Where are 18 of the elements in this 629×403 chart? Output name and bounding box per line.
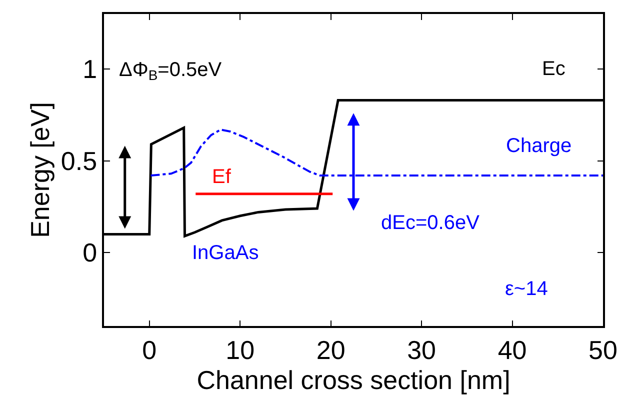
y-tick-label: 0 (82, 238, 98, 268)
annotation: ε~14 (505, 278, 548, 300)
x-tick-label: 20 (316, 334, 346, 365)
x-tick-label: 0 (142, 334, 157, 365)
x-tick-label: 30 (407, 334, 436, 365)
series-label: Charge (506, 135, 572, 157)
annotation: InGaAs (192, 242, 259, 264)
annotation: ΔΦ$_{B}$=0.5eV (119, 59, 222, 84)
x-tick-label: 10 (226, 334, 255, 365)
y-axis-title: Energy [eV] (24, 102, 55, 238)
y-tick-label: 1 (82, 54, 98, 84)
x-tick-label: 50 (588, 334, 618, 365)
annotation: dEc=0.6eV (381, 212, 480, 234)
y-tick-label: 0.5 (60, 146, 98, 176)
x-tick-label: 40 (498, 334, 527, 365)
legend-label: Ec (542, 58, 566, 80)
series-label: Ef (212, 166, 232, 188)
x-axis-title: Channel cross section [nm] (196, 364, 510, 395)
